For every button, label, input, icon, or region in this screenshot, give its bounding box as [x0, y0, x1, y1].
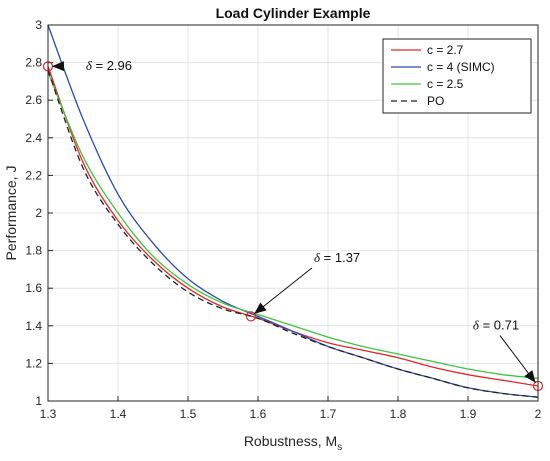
chart-title: Load Cylinder Example [216, 5, 371, 21]
annotation-arrowhead [524, 370, 536, 383]
y-tick-label: 1.6 [25, 281, 42, 295]
x-axis-label-main: Robustness, M [244, 433, 337, 449]
x-axis-label: Robustness, Ms [244, 433, 342, 453]
x-tick-label: 1.3 [40, 407, 57, 421]
annotation-label: δ = 1.37 [314, 250, 360, 265]
x-tick-label: 1.6 [250, 407, 267, 421]
annotation-symbol: δ [314, 250, 321, 265]
y-axis-label: Performance, J [3, 166, 19, 261]
x-tick-label: 1.5 [180, 407, 197, 421]
y-tick-label: 2.4 [25, 131, 42, 145]
annotations: δ = 2.96δ = 1.37δ = 0.71 [51, 58, 536, 384]
annotation-label: δ = 0.71 [473, 318, 519, 333]
x-tick-label: 1.7 [320, 407, 337, 421]
annotation-value: = 0.71 [479, 318, 519, 333]
x-axis-label-subscript: s [337, 442, 342, 453]
legend-box [382, 38, 532, 114]
annotation-label: δ = 2.96 [86, 58, 132, 73]
y-tick-label: 1.4 [25, 319, 42, 333]
y-tick-label: 1 [35, 394, 42, 408]
annotation-arrowhead [51, 61, 65, 72]
series-line-c-2-5 [47, 71, 539, 380]
y-tick-label: 2 [35, 206, 42, 220]
plot-frame [47, 24, 539, 402]
annotation-symbol: δ [473, 318, 480, 333]
point-marker [245, 311, 257, 322]
x-tick-label: 2 [535, 407, 542, 421]
annotation-symbol: δ [86, 58, 93, 73]
x-tick-label: 1.4 [110, 407, 127, 421]
x-tick-label: 1.8 [390, 407, 407, 421]
series-line-po [47, 69, 539, 398]
x-tick-label: 1.9 [460, 407, 477, 421]
legend-label: PO [427, 94, 444, 108]
series-lines [47, 24, 539, 398]
annotation-arrowhead [254, 302, 267, 314]
y-tick-label: 2.8 [25, 56, 42, 70]
y-tick-label: 2.6 [25, 93, 42, 107]
y-tick-label: 2.2 [25, 168, 42, 182]
y-tick-label: 3 [35, 18, 42, 32]
y-tick-label: 1.8 [25, 244, 42, 258]
legend-label: c = 2.7 [427, 43, 464, 57]
y-tick-label: 1.2 [25, 356, 42, 370]
legend-label: c = 2.5 [427, 77, 464, 91]
legend: c = 2.7 c = 4 (SIMC) c = 2.5 PO [382, 38, 532, 114]
legend-label: c = 4 (SIMC) [427, 60, 495, 74]
annotation-arrow [253, 267, 313, 315]
annotation-value: = 1.37 [320, 250, 360, 265]
annotation-value: = 2.96 [92, 58, 132, 73]
